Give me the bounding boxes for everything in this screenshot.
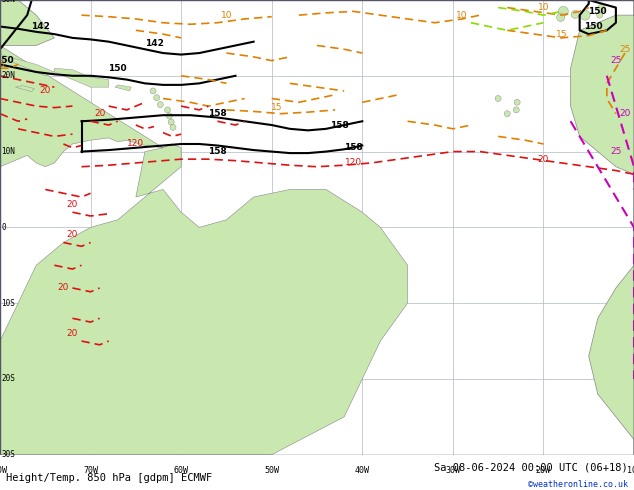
- Text: 80W: 80W: [0, 466, 8, 475]
- Circle shape: [168, 119, 174, 125]
- Text: 40W: 40W: [355, 466, 370, 475]
- Text: 142: 142: [31, 22, 50, 31]
- Text: 20: 20: [619, 109, 631, 118]
- Text: 20: 20: [58, 284, 69, 293]
- Text: 158: 158: [208, 147, 227, 156]
- Circle shape: [165, 107, 171, 113]
- Text: 15: 15: [0, 60, 6, 69]
- Text: 20N: 20N: [1, 71, 15, 80]
- Text: 150: 150: [108, 64, 127, 73]
- Text: 10S: 10S: [1, 298, 15, 308]
- Circle shape: [557, 13, 565, 22]
- Circle shape: [150, 88, 156, 94]
- Text: 10W: 10W: [626, 466, 634, 475]
- Text: 30N: 30N: [1, 0, 15, 4]
- Text: 15: 15: [271, 103, 282, 112]
- Text: 25: 25: [610, 147, 621, 156]
- Text: 150: 150: [0, 56, 14, 65]
- Circle shape: [166, 113, 172, 119]
- Circle shape: [504, 111, 510, 117]
- Text: 20S: 20S: [1, 374, 15, 384]
- Text: 60W: 60W: [174, 466, 189, 475]
- Text: 20: 20: [67, 200, 78, 209]
- Text: 158: 158: [208, 109, 227, 118]
- Text: 20: 20: [94, 109, 105, 118]
- Text: ©weatheronline.co.uk: ©weatheronline.co.uk: [527, 480, 628, 489]
- Circle shape: [580, 10, 590, 20]
- Text: 50W: 50W: [264, 466, 279, 475]
- Text: 15: 15: [556, 29, 567, 39]
- Circle shape: [153, 95, 160, 101]
- Circle shape: [597, 4, 605, 12]
- Circle shape: [514, 99, 520, 105]
- Text: 142: 142: [145, 40, 164, 49]
- Circle shape: [170, 124, 176, 130]
- Text: 25: 25: [610, 56, 621, 65]
- Text: 10: 10: [538, 3, 549, 12]
- Polygon shape: [115, 85, 131, 91]
- Polygon shape: [15, 86, 34, 92]
- Circle shape: [597, 12, 602, 18]
- Text: 10N: 10N: [1, 147, 15, 156]
- Text: 0: 0: [1, 223, 6, 232]
- Circle shape: [571, 10, 579, 19]
- Text: 120: 120: [127, 140, 145, 148]
- Text: 20: 20: [67, 329, 78, 338]
- Text: 150: 150: [588, 7, 607, 16]
- Text: 158: 158: [330, 121, 349, 129]
- Text: 10: 10: [221, 11, 232, 20]
- Polygon shape: [571, 0, 634, 455]
- Text: Height/Temp. 850 hPa [gdpm] ECMWF: Height/Temp. 850 hPa [gdpm] ECMWF: [6, 473, 212, 483]
- Polygon shape: [0, 49, 55, 76]
- Polygon shape: [0, 0, 55, 46]
- Polygon shape: [0, 46, 408, 455]
- Text: 25: 25: [619, 45, 631, 54]
- Text: 120: 120: [345, 158, 362, 168]
- Text: 20: 20: [39, 86, 51, 96]
- Text: 20W: 20W: [536, 466, 551, 475]
- Circle shape: [157, 101, 164, 108]
- Text: 30S: 30S: [1, 450, 15, 459]
- Text: 20: 20: [67, 230, 78, 240]
- Text: 20: 20: [538, 155, 549, 164]
- Text: Sa 08-06-2024 00:00 UTC (06+18): Sa 08-06-2024 00:00 UTC (06+18): [434, 462, 628, 472]
- Text: 70W: 70W: [83, 466, 98, 475]
- Text: 10: 10: [456, 11, 468, 20]
- Text: 158: 158: [344, 143, 363, 152]
- Circle shape: [559, 6, 568, 16]
- Text: 30W: 30W: [445, 466, 460, 475]
- Circle shape: [495, 96, 501, 101]
- Polygon shape: [55, 68, 108, 87]
- Text: 150: 150: [584, 22, 602, 31]
- Circle shape: [514, 107, 519, 113]
